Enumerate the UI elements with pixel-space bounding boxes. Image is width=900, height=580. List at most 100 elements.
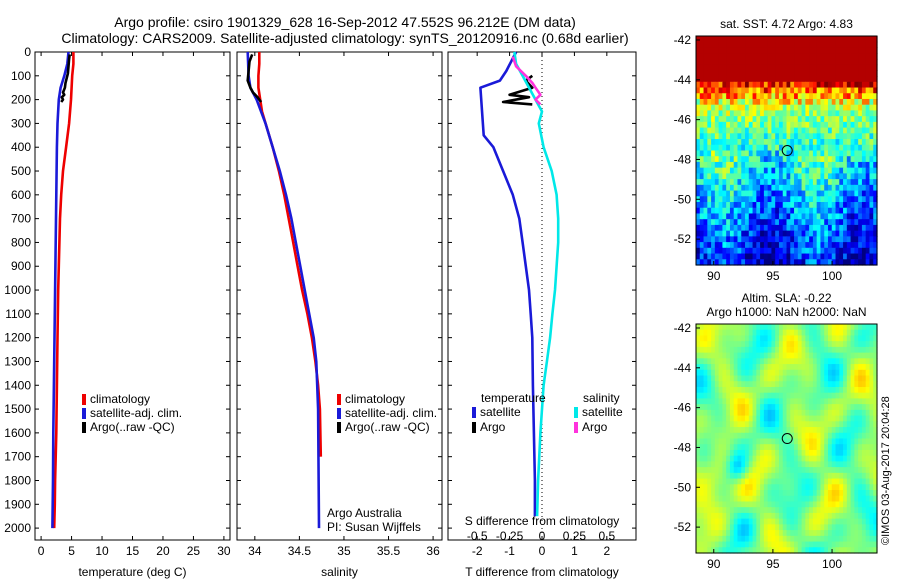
map-cell [843, 501, 848, 508]
map-cell [733, 36, 739, 43]
map-cell [745, 150, 750, 157]
map-cell [745, 421, 750, 428]
map-cell [767, 329, 773, 337]
map-cell [854, 461, 859, 468]
map-cell [797, 190, 803, 197]
map-cell [763, 236, 769, 243]
map-cell [827, 127, 833, 134]
map-cell [767, 535, 773, 543]
map-cell [873, 392, 878, 400]
map-cell [703, 76, 708, 83]
map-cell [861, 196, 867, 203]
map-cell [790, 329, 795, 337]
map-cell [714, 535, 720, 543]
map-cell [801, 47, 806, 54]
map-cell [775, 341, 780, 348]
map-cell [782, 409, 788, 417]
map-cell [786, 144, 791, 152]
map-cell [831, 415, 837, 422]
map-cell [850, 196, 855, 203]
map-cell [745, 127, 750, 134]
map-cell [733, 242, 739, 249]
map-cell [873, 127, 878, 134]
diff-series-temp-satellite [479, 51, 537, 517]
map-cell [707, 121, 712, 129]
map-cell [699, 507, 705, 514]
map-cell [782, 427, 788, 434]
map-cell [726, 104, 731, 112]
map-cell [850, 324, 855, 331]
map-cell [756, 364, 761, 371]
map-cell [733, 53, 739, 60]
map-cell [771, 507, 776, 514]
map-cell [869, 247, 874, 255]
map-cell [707, 167, 712, 174]
map-cell [782, 346, 788, 354]
map-cell [790, 58, 795, 66]
map-cell [827, 139, 833, 146]
map-cell [748, 76, 754, 83]
map-cell [843, 409, 848, 417]
map-cell [771, 427, 776, 434]
map-cell [696, 432, 701, 440]
map-cell [858, 444, 863, 451]
map-cell [763, 179, 769, 186]
map-cell [809, 495, 814, 503]
map-cell [869, 173, 874, 180]
map-cell [850, 432, 855, 440]
map-cell [873, 207, 878, 215]
map-cell [760, 121, 765, 129]
map-cell [820, 375, 825, 382]
map-cell [805, 484, 810, 491]
map-cell [778, 490, 784, 497]
map-cell [767, 444, 773, 451]
map-cell [843, 432, 848, 440]
map-cell [748, 247, 754, 255]
map-cell [703, 530, 708, 537]
map-cell [696, 461, 701, 468]
map-cell [771, 161, 776, 169]
map-cell [699, 116, 705, 123]
map-cell [782, 202, 788, 209]
map-cell [816, 541, 822, 548]
map-cell [835, 144, 840, 152]
map-cell [711, 219, 716, 226]
map-cell [748, 547, 754, 554]
map-cell [733, 341, 739, 348]
map-cell [861, 455, 867, 462]
map-cell [790, 524, 795, 531]
map-cell [827, 535, 833, 543]
map-cell [801, 87, 806, 94]
map-cell [752, 472, 757, 480]
map-cell [831, 467, 837, 474]
map-cell [718, 64, 723, 71]
map-cell [812, 495, 818, 503]
map-cell [820, 358, 825, 365]
map-cell [786, 64, 791, 71]
map-cell [812, 392, 818, 400]
map-cell [835, 484, 840, 491]
legend-temp-argo-swatch [472, 422, 476, 433]
map-cell [699, 386, 705, 394]
map-cell [752, 144, 757, 152]
map-cell [771, 364, 776, 371]
map-cell [756, 438, 761, 445]
map-cell [854, 501, 859, 508]
map-cell [850, 358, 855, 365]
map-cell [722, 167, 727, 174]
map-cell [873, 478, 878, 485]
map-cell [816, 98, 822, 106]
credit-text: ©IMOS 03-Aug-2017 20:04:28 [880, 396, 892, 545]
map-cell [861, 213, 867, 220]
map-cell [729, 190, 735, 197]
map-cell [786, 253, 791, 260]
map-cell [703, 144, 708, 152]
map-cell [771, 139, 776, 146]
map-cell [786, 524, 791, 531]
map-cell [786, 329, 791, 337]
map-cell [703, 404, 708, 411]
map-cell [782, 530, 788, 537]
map-cell [831, 409, 837, 417]
map-cell [846, 87, 852, 94]
map-cell [858, 110, 863, 117]
